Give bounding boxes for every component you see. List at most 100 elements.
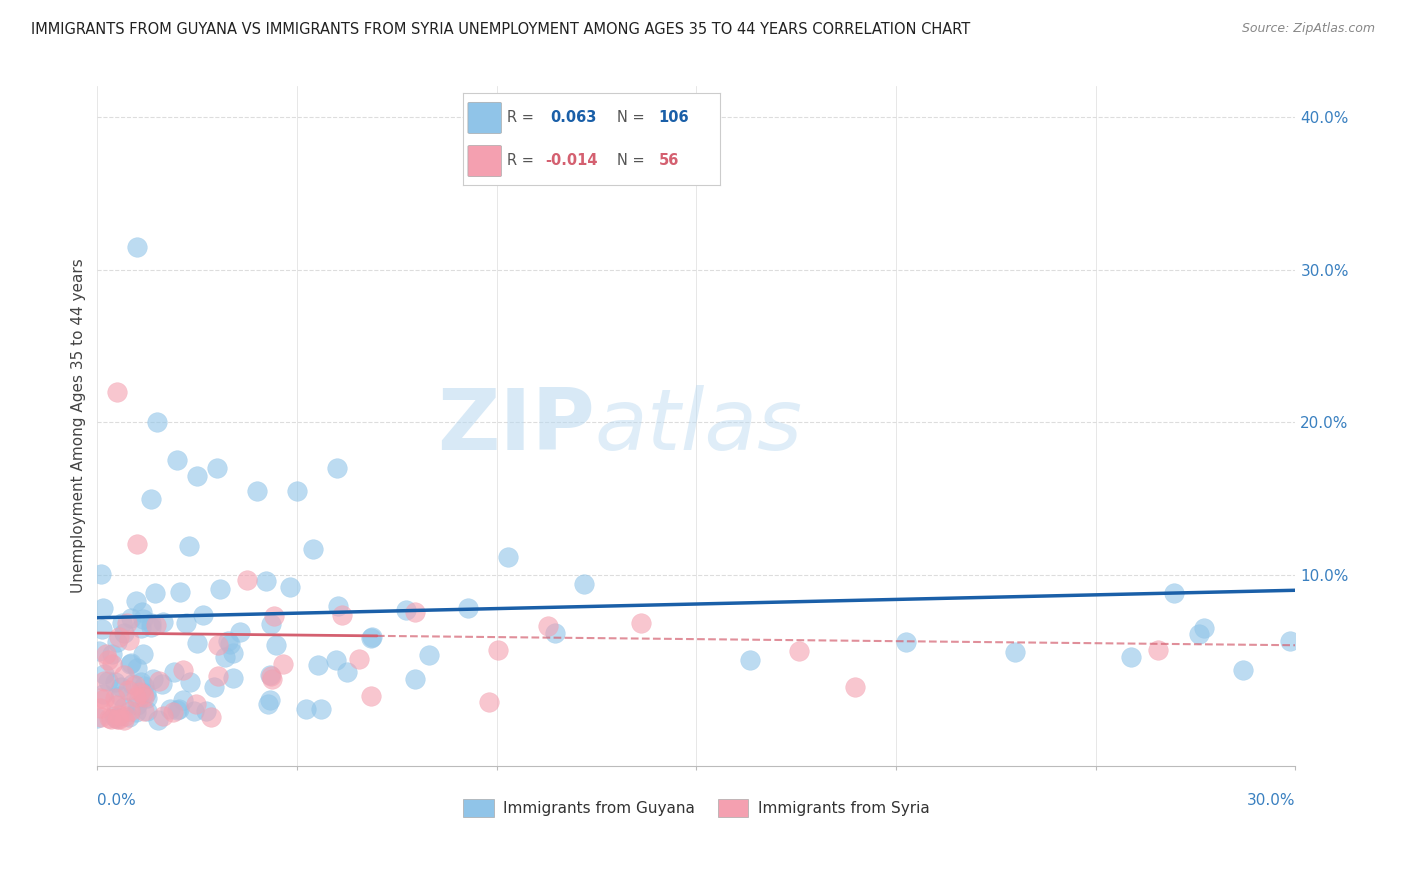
Point [103,708,125,723]
Point [544,626,567,640]
Point [91,622,114,636]
Point [259,668,281,682]
Point [418,648,440,663]
Point [360,631,382,645]
Point [98,711,121,725]
Point [120,610,142,624]
Point [89,690,111,705]
Point [404,672,426,686]
Point [114,713,136,727]
Point [309,702,332,716]
Point [222,671,245,685]
Point [395,603,418,617]
Point [117,633,139,648]
Point [112,699,135,714]
Point [266,638,288,652]
Point [131,687,153,701]
Point [209,582,232,597]
Point [105,635,128,649]
Point [125,690,148,704]
Point [236,573,259,587]
Y-axis label: Unemployment Among Ages 35 to 44 years: Unemployment Among Ages 35 to 44 years [72,259,86,593]
Point [186,636,208,650]
Point [131,606,153,620]
Point [108,707,131,722]
Point [105,712,128,726]
Point [630,615,652,630]
Point [110,680,132,694]
Point [787,644,810,658]
Point [179,675,201,690]
Point [183,705,205,719]
Point [260,672,283,686]
Point [90,566,112,581]
Point [120,656,142,670]
Point [114,709,136,723]
Point [229,625,252,640]
Point [145,617,167,632]
Point [1279,634,1302,648]
Point [121,677,143,691]
Point [360,689,382,703]
Point [132,690,155,705]
Point [177,539,200,553]
Point [172,693,194,707]
Point [127,240,149,254]
Point [200,710,222,724]
Point [124,705,146,719]
Point [260,617,283,632]
Point [132,704,155,718]
Point [100,712,122,726]
Point [159,702,181,716]
Point [152,708,174,723]
Point [167,702,190,716]
Point [195,705,218,719]
Point [131,648,153,662]
Point [207,638,229,652]
Point [169,585,191,599]
Point [120,657,142,672]
Point [174,615,197,630]
Point [496,549,519,564]
Point [163,665,186,680]
Point [118,704,141,718]
Point [172,664,194,678]
Point [205,461,228,475]
Point [105,710,128,724]
Point [207,669,229,683]
Point [330,607,353,622]
Point [127,661,149,675]
Point [246,483,269,498]
Point [328,599,350,613]
Point [93,692,115,706]
Point [86,711,108,725]
Point [91,600,114,615]
Point [93,666,115,681]
Point [457,601,479,615]
Point [222,646,245,660]
Point [148,674,170,689]
Point [139,615,162,630]
Point [360,632,382,646]
Point [93,674,115,689]
Point [1121,650,1143,665]
Point [1232,664,1254,678]
Point [302,542,325,557]
Point [191,607,214,622]
Point [143,585,166,599]
Point [263,609,285,624]
Point [107,630,129,644]
Point [129,685,152,699]
Point [136,704,159,718]
Point [135,686,157,700]
Point [219,637,242,651]
Point [260,669,283,683]
Point [89,701,111,715]
Point [1192,621,1215,635]
Point [1188,626,1211,640]
Point [184,697,207,711]
Text: 30.0%: 30.0% [1247,793,1295,808]
Point [307,658,329,673]
Point [259,693,281,707]
Point [152,615,174,629]
